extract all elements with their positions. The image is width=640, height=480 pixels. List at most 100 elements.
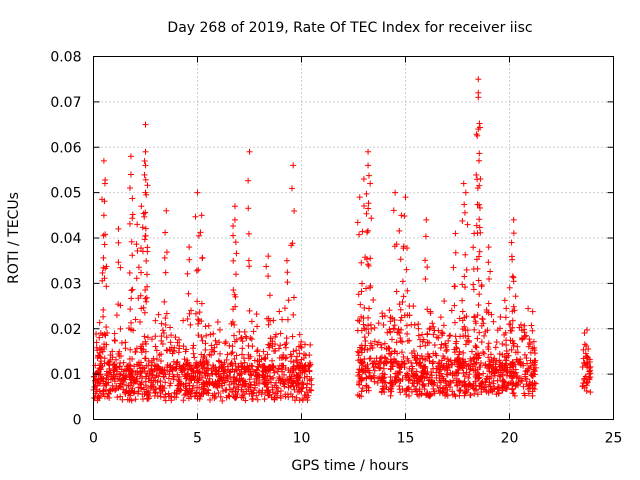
data-point <box>245 366 252 373</box>
data-point <box>175 349 182 356</box>
data-point <box>185 290 192 297</box>
data-point <box>167 380 174 387</box>
data-point <box>424 331 431 338</box>
data-point <box>157 366 164 373</box>
data-point <box>127 365 134 372</box>
data-point <box>241 328 248 335</box>
data-point <box>96 319 103 326</box>
data-point <box>356 371 363 378</box>
data-point <box>101 345 108 352</box>
data-point <box>405 357 412 364</box>
data-point <box>194 389 201 396</box>
data-point <box>438 379 445 386</box>
data-point <box>218 364 225 371</box>
data-point <box>459 326 466 333</box>
data-point <box>503 347 510 354</box>
data-point <box>376 365 383 372</box>
data-point <box>207 331 214 338</box>
data-point <box>397 317 404 324</box>
data-point <box>275 377 282 384</box>
data-point <box>298 356 305 363</box>
data-point <box>264 351 271 358</box>
x-tick-label: 5 <box>193 431 202 447</box>
data-point <box>214 318 221 325</box>
data-point <box>363 382 370 389</box>
data-point <box>476 157 483 164</box>
data-point <box>354 348 361 355</box>
data-point <box>416 392 423 399</box>
data-point <box>499 340 506 347</box>
data-point <box>406 392 413 399</box>
data-point <box>426 326 433 333</box>
data-point <box>142 338 149 345</box>
data-point <box>232 394 239 401</box>
data-point <box>231 368 238 375</box>
data-point <box>122 345 129 352</box>
data-point <box>267 363 274 370</box>
data-point <box>399 278 406 285</box>
data-point <box>410 347 417 354</box>
data-point <box>360 176 367 183</box>
data-point <box>182 348 189 355</box>
data-point <box>460 369 467 376</box>
data-point <box>267 379 274 386</box>
data-point <box>388 336 395 343</box>
data-point <box>440 375 447 382</box>
data-point <box>188 393 195 400</box>
data-point <box>359 280 366 287</box>
data-point <box>513 356 520 363</box>
data-point <box>384 358 391 365</box>
data-point <box>144 283 151 290</box>
data-point <box>126 184 133 191</box>
data-point <box>403 266 410 273</box>
data-point <box>133 275 140 282</box>
data-point <box>459 317 466 324</box>
data-point <box>293 347 300 354</box>
data-point <box>476 374 483 381</box>
data-point <box>198 362 205 369</box>
data-point <box>239 392 246 399</box>
data-point <box>430 331 437 338</box>
data-point <box>274 368 281 375</box>
data-point <box>510 303 517 310</box>
data-point <box>254 323 261 330</box>
data-point <box>439 388 446 395</box>
data-point <box>100 306 107 313</box>
data-point <box>126 355 133 362</box>
data-point <box>461 373 468 380</box>
data-point <box>354 327 361 334</box>
data-point <box>362 338 369 345</box>
data-point <box>476 216 483 223</box>
data-point <box>466 381 473 388</box>
data-point <box>226 381 233 388</box>
data-point <box>451 349 458 356</box>
data-point <box>162 321 169 328</box>
data-point <box>457 359 464 366</box>
data-point <box>396 227 403 234</box>
data-point <box>306 352 313 359</box>
data-point <box>502 362 509 369</box>
data-point <box>440 322 447 329</box>
data-point <box>298 344 305 351</box>
data-point <box>210 348 217 355</box>
data-point <box>525 365 532 372</box>
data-point <box>190 382 197 389</box>
data-point <box>163 364 170 371</box>
data-point <box>509 273 516 280</box>
y-tick-labels: 0 0.01 0.02 0.03 0.04 0.05 0.06 0.07 0.08 <box>50 50 81 429</box>
data-point <box>485 259 492 266</box>
data-point <box>437 344 444 351</box>
data-point <box>147 385 154 392</box>
data-point <box>445 337 452 344</box>
data-point <box>503 305 510 312</box>
data-point <box>138 269 145 276</box>
data-point <box>222 340 229 347</box>
data-point <box>170 348 177 355</box>
data-point <box>157 377 164 384</box>
data-point <box>127 153 134 160</box>
data-point <box>296 397 303 404</box>
data-point <box>385 344 392 351</box>
data-point <box>157 357 164 364</box>
data-point <box>492 344 499 351</box>
data-point <box>509 359 516 366</box>
